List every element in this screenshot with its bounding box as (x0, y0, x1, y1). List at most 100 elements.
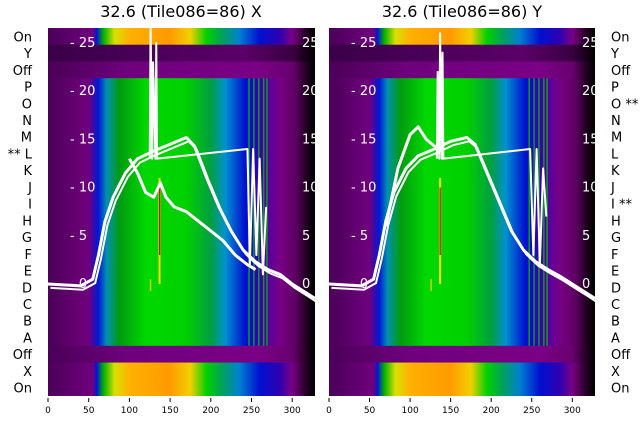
row-label: G (611, 231, 621, 246)
inner-ytick-label-right: 25 (582, 36, 599, 51)
row-label: K (23, 164, 32, 179)
inner-ytick-label: - 25 (351, 36, 376, 51)
inner-ytick-label: - 5 (70, 229, 87, 244)
row-label: A (23, 331, 32, 346)
xtick-label: 50 (83, 406, 95, 416)
row-label: X (611, 365, 620, 380)
heatmap-row-c (329, 295, 595, 313)
inner-ytick-label-right: 25 (302, 36, 319, 51)
heatmap-row-g (329, 228, 595, 247)
heatmap-row-on (329, 379, 595, 396)
heatmap-row-a (48, 329, 315, 347)
row-label: H (611, 214, 621, 229)
heatmap-row-y (329, 44, 595, 63)
row-label: C (611, 298, 620, 313)
row-label: O (22, 97, 32, 112)
row-label: P (611, 81, 619, 96)
heatmap-row-f (329, 245, 595, 263)
heatmap-row-h (329, 212, 595, 230)
xtick-label: 250 (523, 406, 540, 416)
heatmap-row-g (48, 228, 315, 247)
heatmap-streak (262, 78, 265, 346)
inner-ytick-label: - 15 (70, 132, 95, 147)
heatmap-row-h (48, 212, 315, 230)
row-label: Off (13, 348, 33, 363)
row-label: B (611, 315, 620, 330)
heatmap-row-on (48, 379, 315, 396)
xtick-label: 100 (402, 406, 419, 416)
heatmap-row-a (329, 329, 595, 347)
inner-ytick-label-right: 10 (582, 181, 599, 196)
row-label: F (25, 248, 32, 263)
row-label: D (22, 281, 32, 296)
panel-title: 32.6 (Tile086=86) Y (382, 2, 543, 21)
row-label: E (611, 265, 619, 280)
inner-ytick-label: - 25 (70, 36, 95, 51)
row-label: On (14, 30, 32, 45)
heatmap-row-on (48, 28, 315, 46)
row-label: I (28, 198, 32, 213)
row-label: D (611, 281, 621, 296)
row-label: M (611, 131, 622, 146)
inner-ytick-label-right: 15 (582, 132, 599, 147)
row-label: N (22, 114, 32, 129)
hot-marker-core (159, 187, 161, 256)
inner-ytick-label-right: 5 (582, 229, 590, 244)
heatmap-row-f (48, 245, 315, 263)
row-label: H (22, 214, 32, 229)
heatmap-row-l (329, 145, 595, 163)
heatmap-row-x (48, 362, 315, 380)
heatmap-row-k (48, 161, 315, 180)
heatmap-row-off (329, 61, 595, 79)
row-label: L (611, 147, 619, 162)
row-label: M (21, 131, 32, 146)
row-label: G (22, 231, 32, 246)
xtick-label: 200 (483, 406, 500, 416)
inner-ytick-label: - 10 (70, 181, 95, 196)
heatmap-row-b (48, 312, 315, 330)
row-label: C (23, 298, 32, 313)
row-label: K (611, 164, 620, 179)
xtick-label: 250 (243, 406, 260, 416)
row-label: E (24, 265, 32, 280)
inner-ytick-label: - 5 (351, 229, 368, 244)
series-profile-secondary (128, 157, 257, 271)
row-label: N (611, 114, 621, 129)
inner-ytick-label: - 10 (351, 181, 376, 196)
inner-ytick-label: - 20 (351, 84, 376, 99)
heatmap-row-on (329, 28, 595, 46)
inner-ytick-label-right: 0 (582, 277, 590, 292)
series-spikes (435, 32, 548, 266)
xtick-label: 300 (564, 406, 581, 416)
heatmap-row-x (329, 362, 595, 380)
xtick-label: 0 (326, 406, 332, 416)
heatmap-row-n (329, 111, 595, 129)
series-profile-main-copy (331, 140, 595, 302)
heatmap-row-off (48, 61, 315, 79)
heatmap-row-l (48, 145, 315, 163)
heatmap-row-b (329, 312, 595, 330)
series-spikes (148, 28, 268, 276)
row-label: F (611, 248, 618, 263)
hot-marker-core (439, 187, 441, 256)
inner-ytick-label: - 15 (351, 132, 376, 147)
row-label: Off (611, 348, 631, 363)
heatmap-streak (546, 78, 548, 346)
row-label: A (611, 331, 620, 346)
heatmap-streak (528, 78, 530, 346)
inner-ytick-label-right: 20 (582, 84, 599, 99)
xtick-label: 150 (442, 406, 459, 416)
row-label: Off (13, 64, 33, 79)
heatmap-row-c (48, 295, 315, 313)
heatmap-row-off (329, 345, 595, 364)
xtick-label: 100 (121, 406, 138, 416)
heatmap-row-n (48, 111, 315, 129)
inner-ytick-label-right: 15 (302, 132, 319, 147)
heatmap-streak (543, 78, 545, 346)
inner-ytick-label-right: 10 (302, 181, 319, 196)
heatmap-row-y (48, 44, 315, 63)
heatmap-row-k (329, 161, 595, 180)
